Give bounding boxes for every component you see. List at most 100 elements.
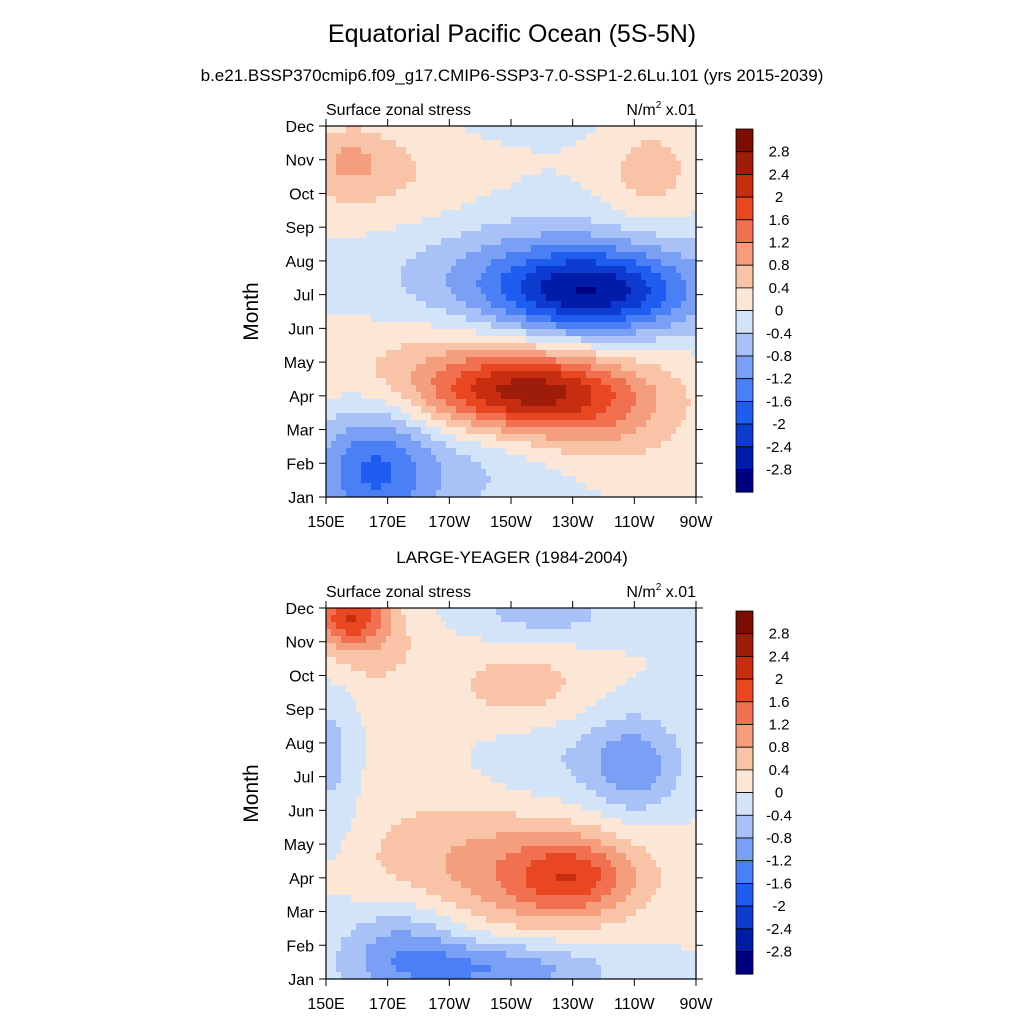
contour-cell	[676, 315, 682, 323]
contour-cell	[356, 140, 362, 148]
contour-cell	[476, 636, 482, 644]
contour-cell	[456, 399, 462, 407]
contour-cell	[516, 399, 522, 407]
contour-cell	[381, 364, 387, 372]
contour-cell	[681, 636, 687, 644]
contour-cell	[381, 224, 387, 232]
contour-cell	[616, 629, 622, 637]
contour-cell	[456, 217, 462, 225]
contour-cell	[526, 615, 532, 623]
contour-cell	[571, 434, 577, 442]
contour-cell	[536, 217, 542, 225]
contour-cell	[406, 252, 412, 260]
contour-cell	[491, 182, 497, 190]
contour-cell	[401, 615, 407, 623]
contour-cell	[681, 196, 687, 204]
contour-cell	[631, 664, 637, 672]
contour-cell	[356, 643, 362, 651]
contour-cell	[686, 133, 692, 141]
contour-cell	[461, 252, 467, 260]
contour-cell	[646, 280, 652, 288]
contour-cell	[371, 315, 377, 323]
contour-cell	[496, 273, 502, 281]
contour-cell	[656, 189, 662, 197]
contour-cell	[621, 462, 627, 470]
contour-cell	[611, 441, 617, 449]
contour-cell	[351, 140, 357, 148]
contour-cell	[496, 406, 502, 414]
contour-cell	[486, 448, 492, 456]
contour-cell	[391, 392, 397, 400]
contour-cell	[396, 315, 402, 323]
contour-cell	[546, 315, 552, 323]
contour-cell	[641, 455, 647, 463]
contour-cell	[346, 399, 352, 407]
contour-cell	[501, 322, 507, 330]
contour-cell	[656, 133, 662, 141]
contour-cell	[591, 133, 597, 141]
contour-cell	[536, 182, 542, 190]
contour-cell	[456, 315, 462, 323]
contour-cell	[336, 301, 342, 309]
contour-cell	[606, 657, 612, 665]
contour-cell	[591, 406, 597, 414]
contour-cell	[661, 427, 667, 435]
contour-cell	[371, 483, 377, 491]
contour-cell	[536, 392, 542, 400]
contour-cell	[496, 161, 502, 169]
contour-cell	[406, 622, 412, 630]
contour-cell	[516, 448, 522, 456]
contour-cell	[531, 140, 537, 148]
contour-cell	[586, 217, 592, 225]
contour-cell	[396, 252, 402, 260]
contour-cell	[541, 336, 547, 344]
contour-cell	[351, 629, 357, 637]
contour-cell	[421, 196, 427, 204]
contour-cell	[631, 385, 637, 393]
contour-cell	[611, 308, 617, 316]
contour-cell	[416, 692, 422, 700]
contour-cell	[341, 622, 347, 630]
contour-cell	[616, 664, 622, 672]
contour-cell	[566, 238, 572, 246]
contour-cell	[536, 161, 542, 169]
contour-cell	[581, 238, 587, 246]
contour-cell	[671, 413, 677, 421]
contour-cell	[426, 399, 432, 407]
contour-cell	[341, 378, 347, 386]
contour-cell	[526, 147, 532, 155]
contour-cell	[401, 343, 407, 351]
contour-cell	[511, 413, 517, 421]
contour-cell	[501, 217, 507, 225]
contour-cell	[591, 399, 597, 407]
contour-cell	[431, 224, 437, 232]
contour-cell	[646, 476, 652, 484]
contour-cell	[641, 147, 647, 155]
contour-cell	[501, 224, 507, 232]
contour-cell	[506, 392, 512, 400]
contour-cell	[346, 182, 352, 190]
contour-cell	[646, 336, 652, 344]
contour-cell	[531, 385, 537, 393]
contour-cell	[551, 615, 557, 623]
contour-cell	[656, 692, 662, 700]
contour-cell	[396, 434, 402, 442]
contour-cell	[386, 140, 392, 148]
contour-cell	[461, 259, 467, 267]
contour-cell	[496, 280, 502, 288]
contour-cell	[431, 371, 437, 379]
contour-cell	[501, 350, 507, 358]
contour-cell	[361, 413, 367, 421]
contour-cell	[511, 483, 517, 491]
contour-cell	[496, 322, 502, 330]
contour-cell	[561, 608, 567, 616]
contour-cell	[626, 392, 632, 400]
contour-cell	[341, 490, 347, 498]
contour-cell	[541, 189, 547, 197]
contour-cell	[391, 622, 397, 630]
contour-cell	[451, 238, 457, 246]
contour-cell	[606, 685, 612, 693]
contour-cell	[596, 329, 602, 337]
contour-cell	[331, 182, 337, 190]
contour-cell	[351, 196, 357, 204]
